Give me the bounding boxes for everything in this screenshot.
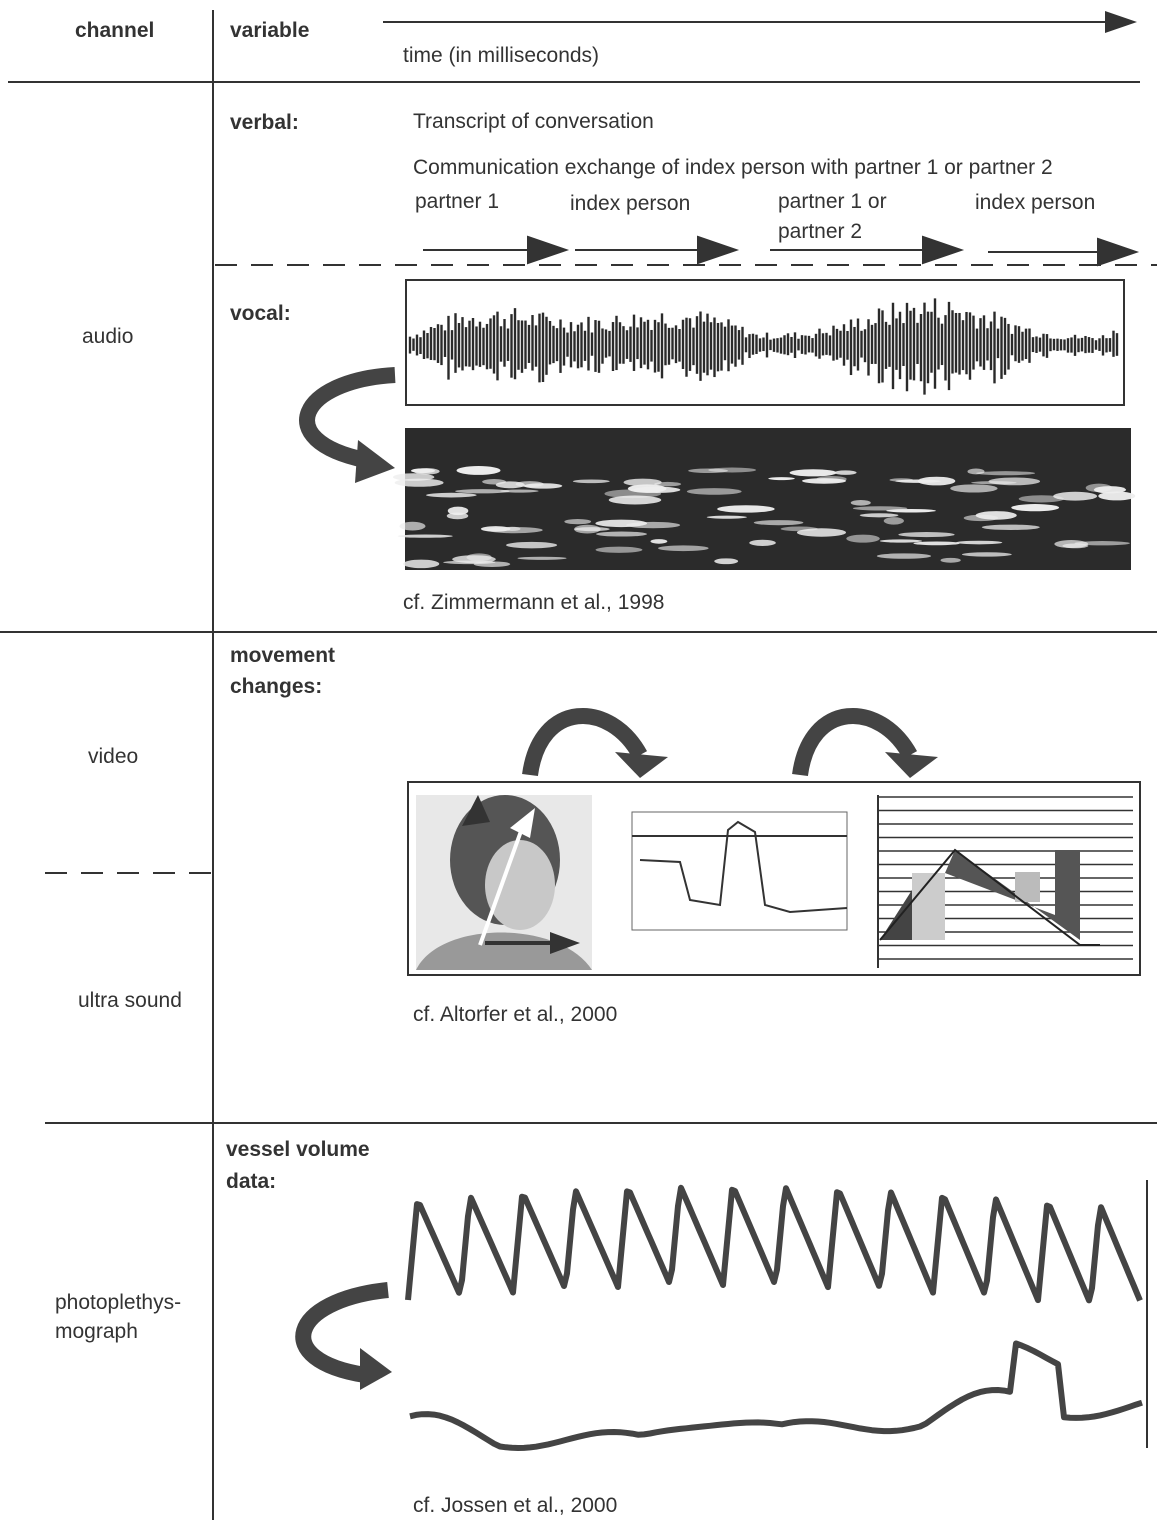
spectrogram-spot: [595, 547, 642, 553]
curved-arrowhead: [355, 440, 395, 483]
channel-label: photoplethys-: [55, 1291, 181, 1314]
spectrogram-spot: [768, 477, 795, 480]
spectrogram-spot: [426, 493, 477, 498]
volume-trend: [410, 1344, 1142, 1449]
spectrogram-spot: [596, 532, 647, 537]
spectrogram-spot: [500, 490, 538, 493]
spectrogram-spot: [956, 541, 1002, 545]
spectrogram-spot: [950, 484, 997, 492]
photo: [416, 795, 592, 970]
variable-label: vessel volume: [226, 1138, 370, 1161]
curved-arrow: [800, 716, 910, 775]
variable-label: verbal:: [230, 111, 299, 134]
spectrogram-spot: [976, 511, 1017, 520]
verbal-subtitle: Communication exchange of index person w…: [413, 156, 1053, 179]
spectrogram-spot: [658, 545, 709, 551]
spectrogram-spot: [982, 525, 1040, 530]
spectrogram-spot: [717, 505, 774, 512]
spectrogram-spot: [1094, 486, 1126, 493]
turn-label: partner 1: [415, 190, 499, 213]
spectrogram-spot: [834, 470, 856, 475]
channel-label: ultra sound: [78, 989, 182, 1012]
spectrogram-spot: [851, 500, 871, 506]
spectrogram-spot: [781, 527, 818, 532]
spectrogram-spot: [880, 539, 922, 542]
turn-label: partner 2: [778, 220, 862, 243]
spectrogram-spot: [967, 469, 984, 475]
citation: cf. Altorfer et al., 2000: [413, 1003, 617, 1026]
spectrogram-spot: [626, 522, 680, 528]
spectrogram-spot: [1054, 540, 1088, 548]
channel-label: mograph: [55, 1320, 138, 1343]
spectrogram-spot: [707, 516, 747, 519]
spectrogram-spot: [913, 541, 959, 545]
spectrogram-spot: [962, 552, 1012, 556]
spectrogram-spot: [1053, 492, 1097, 501]
spectrogram-spot: [609, 496, 661, 505]
curved-arrowhead: [360, 1348, 392, 1390]
spectrogram-spot: [687, 488, 742, 495]
curved-arrowhead: [885, 752, 938, 778]
header-variable: variable: [230, 19, 309, 42]
spectrogram-spot: [393, 473, 434, 481]
spectrogram-spot: [573, 480, 610, 484]
spectrogram-spot: [457, 466, 501, 475]
spectrogram-spot: [802, 478, 846, 484]
spectrogram-spot: [976, 471, 1035, 475]
spectrogram-spot: [754, 520, 804, 525]
spectrogram-spot: [853, 506, 907, 510]
variable-label: data:: [226, 1170, 276, 1193]
spectrogram-spot: [403, 560, 439, 569]
spectrogram-spot: [1011, 504, 1059, 511]
spectrogram-spot: [860, 513, 899, 517]
time-arrowhead: [1105, 11, 1137, 33]
spectrogram-spot: [399, 522, 425, 531]
spectrogram-spot: [714, 558, 738, 564]
spectrogram-spot: [650, 539, 667, 544]
spectrogram-spot: [574, 527, 610, 531]
verbal-title: Transcript of conversation: [413, 110, 654, 133]
citation: cf. Zimmermann et al., 1998: [403, 591, 664, 614]
channel-label: audio: [82, 325, 133, 348]
spectrogram-spot: [496, 481, 525, 488]
curved-arrow: [307, 375, 395, 460]
time-axis-label: time (in milliseconds): [403, 44, 599, 67]
channel-label: video: [88, 745, 138, 768]
spectrogram-spot: [398, 535, 453, 538]
movement-graph: [632, 812, 847, 930]
turn-label: index person: [570, 192, 690, 215]
spectrogram-spot: [941, 558, 961, 563]
spectrogram-spot: [517, 557, 566, 560]
variable-label: changes:: [230, 675, 322, 698]
figure: channel variable time (in milliseconds) …: [0, 0, 1157, 1520]
curved-arrow: [530, 716, 640, 775]
variable-label: vocal:: [230, 302, 291, 325]
spectrogram-spot: [790, 469, 837, 476]
spectrogram-spot: [452, 555, 496, 563]
turn-label: index person: [975, 191, 1095, 214]
spectrogram-spot: [884, 517, 904, 524]
spectrogram-spot: [877, 553, 931, 558]
spectrogram-spot: [503, 527, 520, 531]
spectrogram-spot: [918, 477, 956, 486]
spectrogram-spot: [749, 540, 776, 546]
spectrogram-spot: [564, 519, 591, 524]
spectrogram-spot: [898, 532, 954, 537]
variable-label: movement: [230, 644, 335, 667]
header-channel: channel: [75, 19, 154, 42]
spectrogram-spot: [846, 535, 879, 543]
citation: cf. Jossen et al., 2000: [413, 1494, 617, 1517]
spectrogram-spot: [506, 542, 557, 548]
spectrogram-spot: [524, 483, 562, 488]
spectrogram-spot: [971, 481, 1016, 484]
curved-arrowhead: [615, 752, 668, 778]
pulse-wave: [408, 1188, 1140, 1301]
spectrogram-spot: [688, 468, 728, 472]
turn-label: partner 1 or: [778, 190, 887, 213]
spectrogram-spot: [448, 507, 469, 516]
spectrogram-spot: [628, 484, 667, 492]
